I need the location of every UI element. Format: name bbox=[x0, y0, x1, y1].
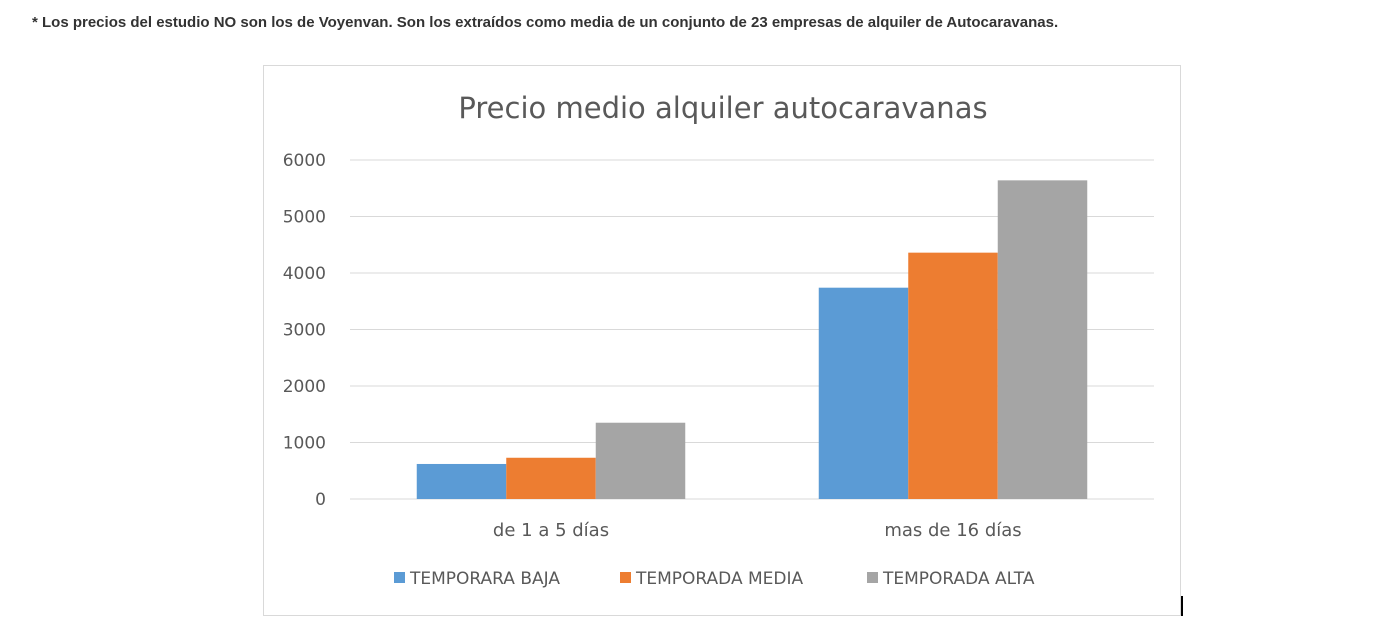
y-tick-label: 6000 bbox=[283, 151, 326, 171]
legend-label: TEMPORADA MEDIA bbox=[635, 569, 804, 589]
y-tick-label: 1000 bbox=[283, 434, 326, 454]
bar-3-1 bbox=[595, 422, 686, 499]
legend: TEMPORARA BAJA TEMPORADA MEDIA TEMPORADA A… bbox=[394, 569, 1035, 589]
chart-title: Precio medio alquiler autocaravanas bbox=[458, 91, 987, 125]
bar-chart: Precio medio alquiler autocaravanas 0 100… bbox=[283, 91, 1154, 589]
bar-1-2 bbox=[818, 287, 909, 499]
bar-2-2 bbox=[908, 252, 998, 499]
y-tick-label: 5000 bbox=[283, 208, 326, 228]
y-axis-ticks: 0 1000 2000 3000 4000 5000 6000 bbox=[283, 151, 326, 510]
legend-swatch bbox=[867, 572, 878, 583]
y-tick-label: 3000 bbox=[283, 321, 326, 341]
bars bbox=[416, 180, 1088, 499]
y-tick-label: 0 bbox=[315, 490, 326, 510]
gridlines bbox=[350, 159, 1154, 500]
bar-1-1 bbox=[416, 463, 507, 499]
legend-label: TEMPORARA BAJA bbox=[409, 569, 560, 589]
legend-label: TEMPORADA ALTA bbox=[882, 569, 1035, 589]
x-axis-categories: de 1 a 5 días mas de 16 días bbox=[493, 520, 1022, 541]
y-tick-label: 4000 bbox=[283, 264, 326, 284]
bar-3-2 bbox=[997, 180, 1088, 499]
legend-swatch bbox=[394, 572, 405, 583]
price-disclaimer-note: * Los precios del estudio NO son los de … bbox=[32, 14, 1059, 31]
legend-swatch bbox=[620, 572, 631, 583]
y-tick-label: 2000 bbox=[283, 377, 326, 397]
x-category-label: mas de 16 días bbox=[884, 520, 1021, 541]
bar-2-1 bbox=[506, 457, 596, 499]
x-category-label: de 1 a 5 días bbox=[493, 520, 609, 541]
chart-container: Precio medio alquiler autocaravanas 0 100… bbox=[263, 65, 1181, 616]
text-cursor bbox=[1181, 596, 1183, 616]
